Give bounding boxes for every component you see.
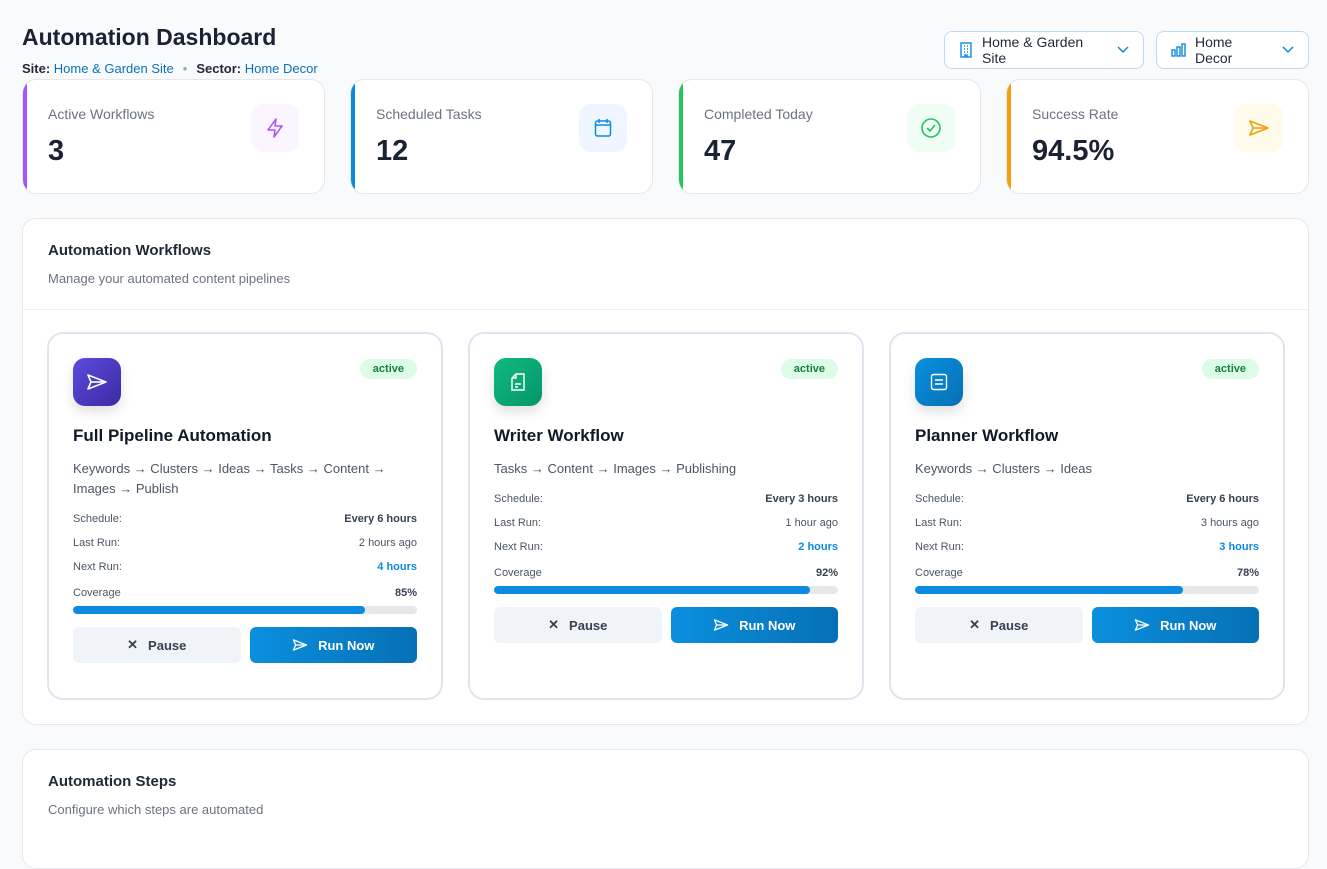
check-circle-icon (907, 104, 955, 152)
stat-value: 3 (48, 135, 65, 167)
pause-button[interactable]: ✕ Pause (494, 607, 662, 643)
site-value: Home & Garden Site (53, 61, 174, 76)
next-run-label: Next Run: (73, 561, 122, 573)
last-run-value: 1 hour ago (785, 517, 838, 529)
panel-title: Automation Workflows (48, 242, 212, 259)
coverage-label: Coverage (915, 567, 963, 579)
panel-title: Automation Steps (48, 773, 177, 790)
last-run-value: 2 hours ago (358, 537, 417, 549)
bar-chart-icon (1171, 43, 1186, 57)
sector-selector-label: Home Decor (1195, 34, 1233, 66)
status-badge: active (780, 359, 838, 379)
schedule-label: Schedule: (494, 493, 543, 505)
workflow-card-writer: active Writer Workflow Tasks → Content →… (468, 332, 864, 700)
stat-label: Active Workflows (48, 106, 155, 122)
next-run-value: 3 hours (1219, 541, 1259, 553)
workflow-card-planner: active Planner Workflow Keywords → Clust… (889, 332, 1285, 700)
panel-subtitle: Manage your automated content pipelines (48, 271, 291, 286)
stat-value: 47 (704, 135, 737, 167)
run-now-button[interactable]: Run Now (1091, 607, 1259, 643)
building-icon (960, 42, 972, 58)
schedule-value: Every 6 hours (1186, 493, 1259, 505)
send-icon (713, 619, 729, 631)
workflow-description: Keywords → Clusters → Ideas → Tasks → Co… (73, 461, 386, 496)
status-badge: active (359, 359, 417, 379)
site-label: Site: (22, 61, 51, 76)
workflow-name: Planner Workflow (915, 426, 1059, 445)
run-now-button[interactable]: Run Now (249, 627, 417, 663)
workflow-name: Full Pipeline Automation (73, 426, 272, 445)
coverage-label: Coverage (494, 567, 542, 579)
schedule-label: Schedule: (915, 493, 964, 505)
coverage-value: 92% (815, 567, 838, 579)
send-icon (73, 358, 121, 406)
next-run-label: Next Run: (915, 541, 964, 553)
close-icon: ✕ (548, 617, 560, 632)
close-icon: ✕ (969, 617, 981, 632)
close-icon: ✕ (127, 637, 139, 652)
stat-scheduled-tasks: Scheduled Tasks 12 (350, 79, 653, 194)
last-run-label: Last Run: (915, 517, 963, 529)
panel-subtitle: Configure which steps are automated (48, 802, 264, 817)
stat-value: 94.5% (1032, 135, 1115, 167)
workflow-name: Writer Workflow (494, 426, 624, 445)
sector-label: Sector: (196, 61, 242, 76)
automation-workflows-panel: Automation Workflows Manage your automat… (22, 218, 1309, 725)
coverage-value: 78% (1236, 567, 1259, 579)
pause-label: Pause (569, 617, 608, 633)
run-now-label: Run Now (739, 617, 796, 633)
zap-icon (251, 104, 299, 152)
page-title: Automation Dashboard (22, 24, 277, 50)
run-now-button[interactable]: Run Now (670, 607, 838, 643)
chevron-down-icon (1282, 46, 1294, 54)
schedule-label: Schedule: (73, 513, 122, 525)
status-badge: active (1201, 359, 1259, 379)
stat-label: Success Rate (1032, 106, 1119, 122)
file-text-icon (494, 358, 542, 406)
chevron-down-icon (1117, 46, 1129, 54)
run-now-label: Run Now (318, 637, 375, 653)
list-icon (915, 358, 963, 406)
site-selector-label: Home & Garden Site (982, 34, 1084, 66)
next-run-value: 4 hours (377, 561, 417, 573)
pause-label: Pause (148, 637, 187, 653)
stat-active-workflows: Active Workflows 3 (22, 79, 325, 194)
send-icon (1235, 104, 1283, 152)
next-run-value: 2 hours (798, 541, 838, 553)
send-icon (292, 639, 308, 651)
pause-label: Pause (990, 617, 1029, 633)
site-selector[interactable]: Home & Garden Site (944, 31, 1144, 69)
site-sector-info: Site: Home & Garden Site • Sector: Home De… (22, 61, 318, 76)
coverage-value: 85% (394, 587, 417, 599)
coverage-label: Coverage (73, 587, 121, 599)
send-icon (1134, 619, 1150, 631)
workflow-card-full-pipeline: active Full Pipeline Automation Keywords… (47, 332, 443, 700)
stat-value: 12 (376, 135, 409, 167)
stat-label: Completed Today (704, 106, 813, 122)
workflow-description: Tasks → Content → Images → Publishing (494, 461, 737, 476)
pause-button[interactable]: ✕ Pause (73, 627, 241, 663)
separator: • (182, 61, 188, 76)
workflow-description: Keywords → Clusters → Ideas (915, 461, 1093, 476)
calendar-icon (579, 104, 627, 152)
sector-selector[interactable]: Home Decor (1156, 31, 1309, 69)
run-now-label: Run Now (1160, 617, 1217, 633)
stat-label: Scheduled Tasks (376, 106, 482, 122)
schedule-value: Every 6 hours (344, 513, 417, 525)
coverage-progress-bar (73, 606, 417, 614)
last-run-label: Last Run: (494, 517, 542, 529)
sector-value: Home Decor (244, 61, 318, 76)
coverage-progress-bar (494, 586, 838, 594)
stat-completed-today: Completed Today 47 (678, 79, 981, 194)
schedule-value: Every 3 hours (765, 493, 838, 505)
automation-steps-panel: Automation Steps Configure which steps a… (22, 749, 1309, 869)
next-run-label: Next Run: (494, 541, 543, 553)
coverage-progress-bar (915, 586, 1259, 594)
last-run-label: Last Run: (73, 537, 121, 549)
last-run-value: 3 hours ago (1200, 517, 1259, 529)
pause-button[interactable]: ✕ Pause (915, 607, 1083, 643)
stat-success-rate: Success Rate 94.5% (1006, 79, 1309, 194)
